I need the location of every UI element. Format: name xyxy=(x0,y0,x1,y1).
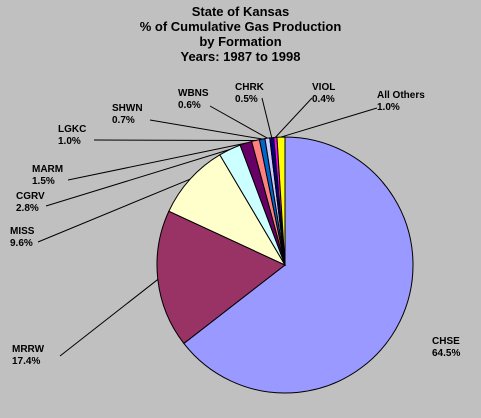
slice-name-chse: CHSE xyxy=(432,336,460,347)
slice-value-miss: 9.6% xyxy=(10,238,33,249)
leader-line-all-others xyxy=(280,107,378,138)
leader-line-miss xyxy=(37,178,191,243)
slice-name-mrrw: MRRW xyxy=(12,344,45,355)
title-line-1: State of Kansas xyxy=(191,4,290,19)
slice-name-shwn: SHWN xyxy=(112,103,143,114)
slice-value-chrk: 0.5% xyxy=(235,94,258,105)
slice-value-shwn: 0.7% xyxy=(112,115,135,126)
slice-value-mrrw: 17.4% xyxy=(12,356,40,367)
slice-name-viol: VIOL xyxy=(312,82,335,93)
slice-value-cgrv: 2.8% xyxy=(16,203,39,214)
leader-line-viol xyxy=(274,97,313,138)
pie-slice-chse xyxy=(183,136,414,394)
slice-value-marm: 1.5% xyxy=(32,176,55,187)
leader-line-marm xyxy=(67,142,246,181)
slice-name-wbns: WBNS xyxy=(178,88,209,99)
slice-name-miss: MISS xyxy=(10,226,35,237)
title-line-4: Years: 1987 to 1998 xyxy=(180,49,301,64)
slice-value-wbns: 0.6% xyxy=(178,100,201,111)
leader-line-chrk xyxy=(261,97,273,138)
slice-name-chrk: CHRK xyxy=(235,82,265,93)
slice-name-all-others: All Others xyxy=(377,90,425,101)
pie-slice-all-others xyxy=(276,136,286,266)
leader-line-shwn xyxy=(149,119,263,140)
slice-name-marm: MARM xyxy=(32,164,63,175)
title-line-2: % of Cumulative Gas Production xyxy=(139,19,342,34)
pie-slice-mrrw xyxy=(156,210,286,345)
leader-line-mrrw xyxy=(59,279,159,357)
slice-value-chse: 64.5% xyxy=(432,348,460,359)
slice-value-all-others: 1.0% xyxy=(377,102,400,113)
pie-slice-miss xyxy=(168,154,287,267)
chart-title: State of Kansas % of Cumulative Gas Prod… xyxy=(0,4,481,64)
slice-value-viol: 0.4% xyxy=(312,94,335,105)
slice-name-cgrv: CGRV xyxy=(16,191,45,202)
slice-value-lgkc: 1.0% xyxy=(58,136,81,147)
title-line-3: by Formation xyxy=(199,34,282,49)
leader-line-wbns xyxy=(209,105,268,139)
leader-line-cgrv xyxy=(45,149,230,207)
slice-name-lgkc: LGKC xyxy=(58,124,86,135)
